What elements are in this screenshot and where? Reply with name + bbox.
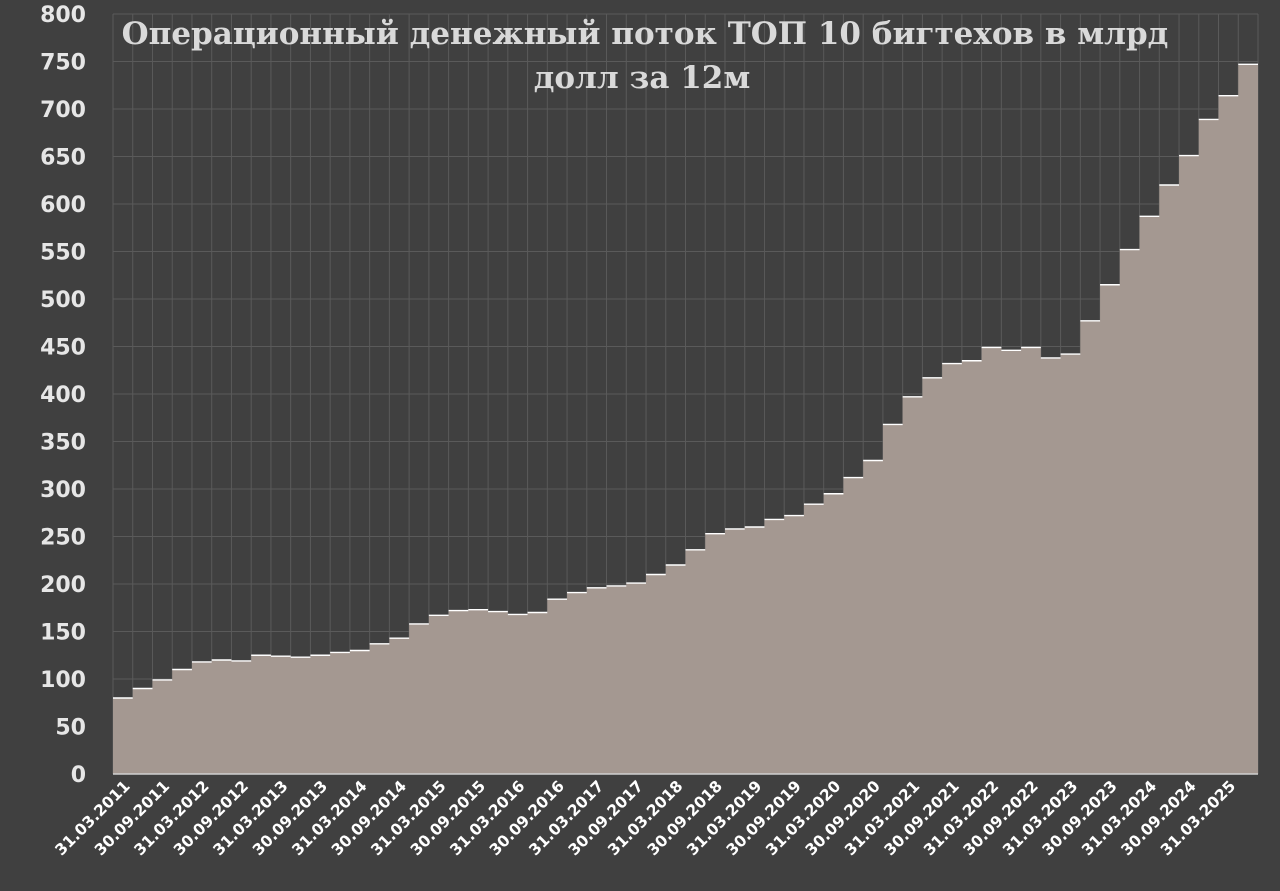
chart-title-line-2: долл за 12м <box>534 60 751 96</box>
y-tick-label: 450 <box>40 336 86 361</box>
y-tick-label: 300 <box>40 478 86 503</box>
area-series <box>113 63 1258 775</box>
chart-title: Операционный денежный поток ТОП 10 бигте… <box>122 16 1169 96</box>
chart-title-line-1: Операционный денежный поток ТОП 10 бигте… <box>122 16 1169 52</box>
y-tick-label: 0 <box>71 763 86 788</box>
y-tick-label: 800 <box>40 3 86 28</box>
area-fill <box>113 64 1258 775</box>
y-tick-label: 650 <box>40 146 86 171</box>
y-tick-label: 700 <box>40 98 86 123</box>
y-tick-label: 50 <box>55 716 86 741</box>
y-tick-label: 350 <box>40 431 86 456</box>
y-tick-label: 250 <box>40 526 86 551</box>
y-tick-label: 750 <box>40 51 86 76</box>
y-tick-label: 500 <box>40 288 86 313</box>
y-tick-label: 100 <box>40 668 86 693</box>
y-tick-label: 200 <box>40 573 86 598</box>
y-tick-label: 150 <box>40 621 86 646</box>
y-tick-label: 400 <box>40 383 86 408</box>
y-tick-label: 600 <box>40 193 86 218</box>
y-tick-label: 550 <box>40 241 86 266</box>
y-axis-ticks: 0 50 100 150 200 250 300 350 400 450 500 550 600 650 7… <box>40 3 86 788</box>
